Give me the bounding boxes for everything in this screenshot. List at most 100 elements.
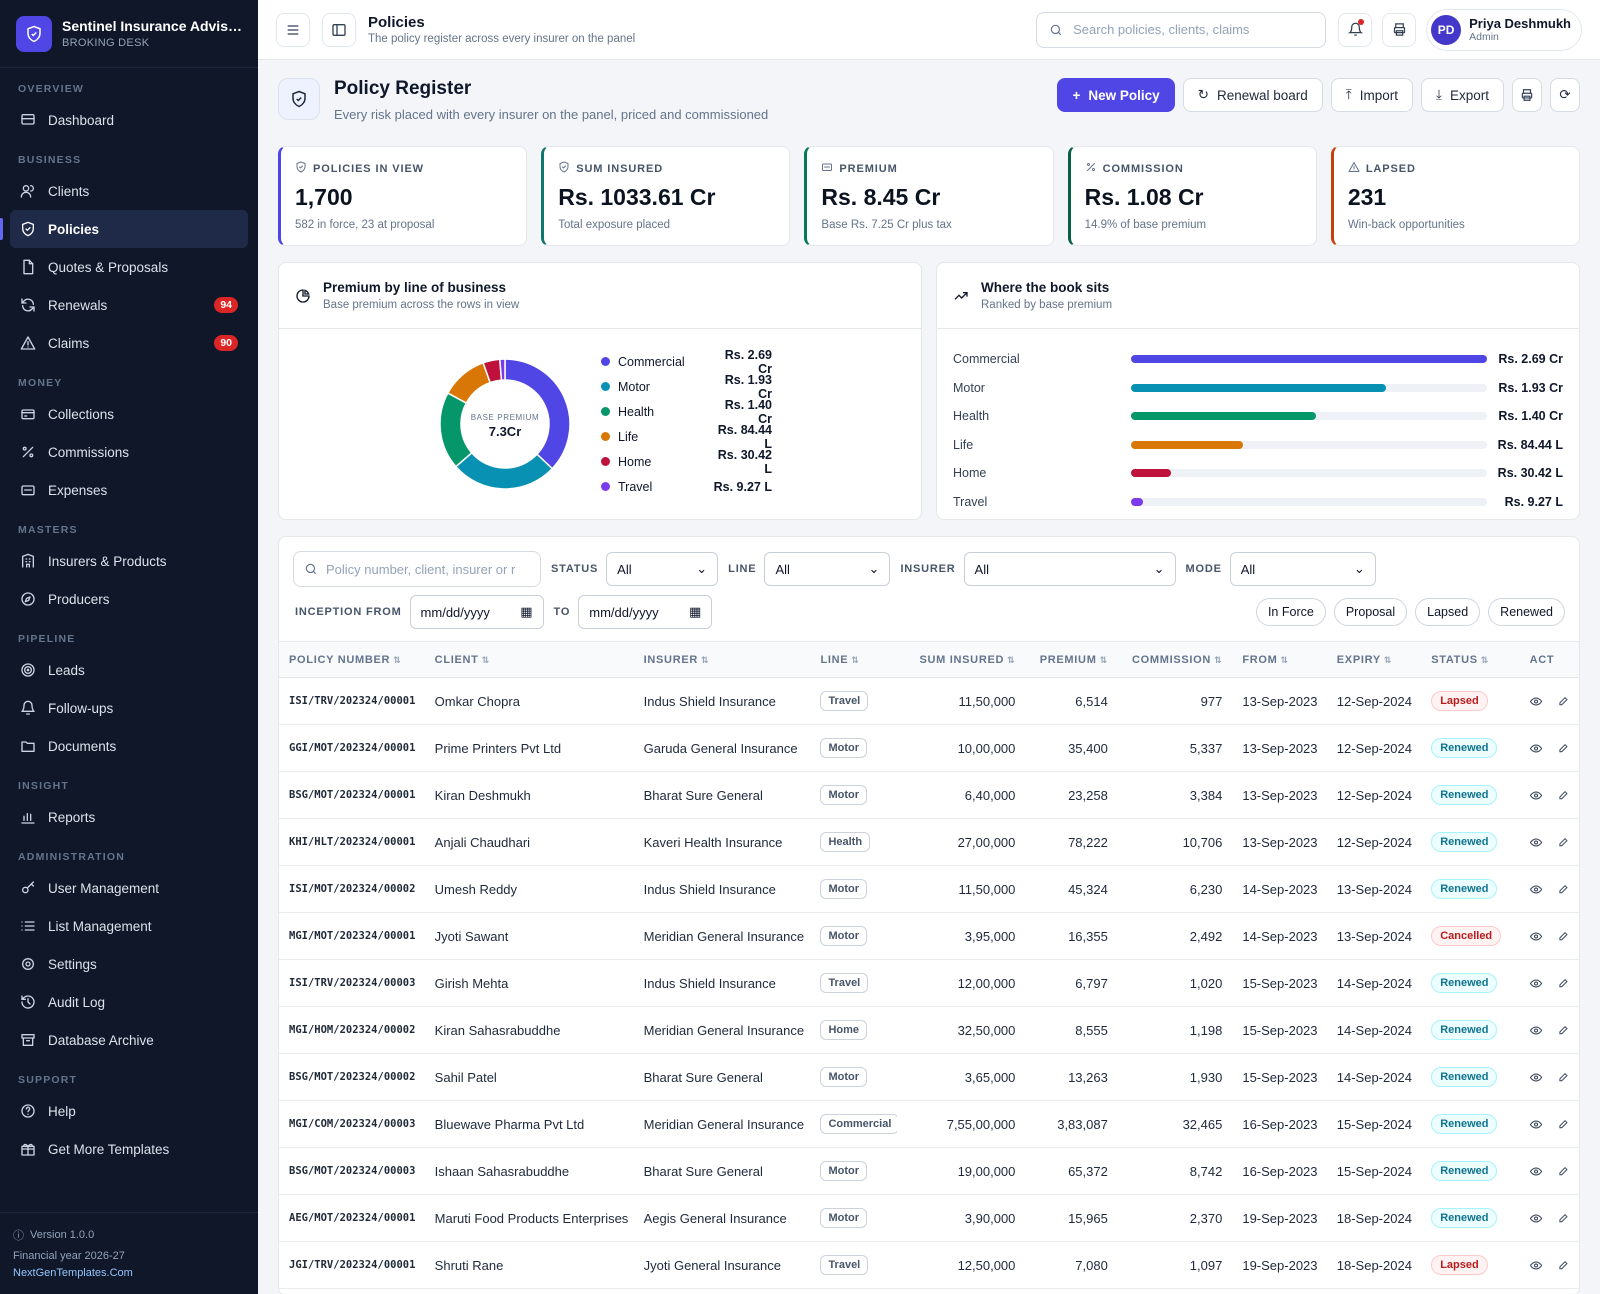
policy-number-cell[interactable]: BSG/MOT/202324/00002 xyxy=(279,1053,425,1101)
policy-number-cell[interactable]: KHI/HLT/202324/00001 xyxy=(279,818,425,866)
column-header[interactable]: EXPIRY ⇅ xyxy=(1326,641,1422,678)
brand[interactable]: Sentinel Insurance Advisor... BROKING DE… xyxy=(0,0,258,68)
export-button[interactable]: ⤓ Export xyxy=(1421,78,1504,112)
policy-number-cell[interactable]: BSG/MOT/202324/00003 xyxy=(279,1147,425,1195)
policy-number-cell[interactable]: MGI/MOT/202324/00001 xyxy=(279,912,425,960)
table-row[interactable]: MGI/HOM/202324/00002 Kiran Sahasrabuddhe M… xyxy=(279,1006,1579,1054)
policy-number-cell[interactable]: BSG/MOT/202324/00001 xyxy=(279,771,425,819)
column-header[interactable]: SUM INSURED ⇅ xyxy=(896,641,1026,678)
policy-number-cell[interactable]: GGI/MOT/202324/00001 xyxy=(279,724,425,772)
sidebar-item-documents[interactable]: Documents xyxy=(10,727,248,765)
eye-icon[interactable] xyxy=(1529,694,1542,709)
column-header[interactable]: INSURER ⇅ xyxy=(633,641,811,678)
table-row[interactable]: KHI/HLT/202324/00001 Anjali Chaudhari Kave… xyxy=(279,818,1579,866)
status-select[interactable]: All ⌄ xyxy=(606,552,719,586)
edit-icon[interactable] xyxy=(1558,694,1569,708)
filter-chip-in-force[interactable]: In Force xyxy=(1255,598,1326,626)
sidebar-item-expenses[interactable]: Expenses xyxy=(10,471,248,509)
column-header[interactable]: PREMIUM ⇅ xyxy=(1025,641,1118,678)
table-row[interactable]: BSG/MOT/202324/00003 Ishaan Sahasrabuddhe… xyxy=(279,1147,1579,1195)
sidebar-item-database-archive[interactable]: Database Archive xyxy=(10,1021,248,1059)
sidebar-item-quotes-proposals[interactable]: Quotes & Proposals xyxy=(10,248,248,286)
edit-icon[interactable] xyxy=(1558,1023,1569,1037)
sidebar-item-help[interactable]: Help xyxy=(10,1092,248,1130)
policy-number-cell[interactable]: ISI/TRV/202324/00003 xyxy=(279,959,425,1007)
column-header[interactable]: COMMISSION ⇅ xyxy=(1117,641,1233,678)
donut-slice-life[interactable] xyxy=(446,361,492,405)
column-header[interactable]: LINE ⇅ xyxy=(810,641,897,678)
reload-button[interactable]: ⟳ xyxy=(1550,78,1580,112)
filter-chip-renewed[interactable]: Renewed xyxy=(1488,598,1565,626)
print-button[interactable] xyxy=(1382,12,1417,47)
notifications-button[interactable] xyxy=(1338,12,1373,47)
edit-icon[interactable] xyxy=(1558,976,1569,990)
eye-icon[interactable] xyxy=(1529,1117,1542,1132)
eye-icon[interactable] xyxy=(1529,788,1542,803)
edit-icon[interactable] xyxy=(1558,741,1569,755)
edit-icon[interactable] xyxy=(1558,835,1569,849)
sidebar-item-leads[interactable]: Leads xyxy=(10,651,248,689)
filter-chip-lapsed[interactable]: Lapsed xyxy=(1415,598,1481,626)
sidebar-item-user-management[interactable]: User Management xyxy=(10,869,248,907)
policy-number-cell[interactable]: ISI/TRV/202324/00001 xyxy=(279,677,425,725)
sidebar-item-renewals[interactable]: Renewals 94 xyxy=(10,286,248,324)
table-row[interactable]: GGI/MOT/202324/00001 Prime Printers Pvt L… xyxy=(279,724,1579,772)
sidebar-item-policies[interactable]: Policies xyxy=(0,210,248,248)
table-row[interactable]: BSG/MOT/202324/00001 Kiran Deshmukh Bharat… xyxy=(279,771,1579,819)
edit-icon[interactable] xyxy=(1558,788,1569,802)
insurer-select[interactable]: All ⌄ xyxy=(963,552,1176,586)
eye-icon[interactable] xyxy=(1529,1023,1542,1038)
policy-number-cell[interactable]: AEG/MOT/202324/00001 xyxy=(279,1194,425,1242)
column-header[interactable]: CLIENT ⇅ xyxy=(424,641,634,678)
edit-icon[interactable] xyxy=(1558,1117,1569,1131)
toggle-sidebar-button[interactable] xyxy=(322,12,356,47)
eye-icon[interactable] xyxy=(1529,1258,1542,1273)
sidebar-item-collections[interactable]: Collections xyxy=(10,395,248,433)
column-header[interactable]: STATUS ⇅ xyxy=(1421,641,1520,678)
sidebar-item-follow-ups[interactable]: Follow-ups xyxy=(10,689,248,727)
column-header[interactable]: POLICY NUMBER ⇅ xyxy=(279,641,425,678)
line-select[interactable]: All ⌄ xyxy=(764,552,891,586)
edit-icon[interactable] xyxy=(1558,1211,1569,1225)
eye-icon[interactable] xyxy=(1529,929,1542,944)
templates-link[interactable]: NextGenTemplates.Com xyxy=(13,1267,133,1279)
eye-icon[interactable] xyxy=(1529,882,1542,897)
sidebar-item-insurers-products[interactable]: Insurers & Products xyxy=(10,542,248,580)
menu-button[interactable] xyxy=(276,12,310,47)
table-row[interactable]: BSG/MOT/202324/00002 Sahil Patel Bharat Su… xyxy=(279,1053,1579,1101)
eye-icon[interactable] xyxy=(1529,976,1542,991)
import-button[interactable]: ⤒ Import xyxy=(1330,78,1413,112)
donut-slice-motor[interactable] xyxy=(454,451,554,490)
column-header[interactable]: ACT xyxy=(1519,641,1579,678)
filter-chip-proposal[interactable]: Proposal xyxy=(1333,598,1408,626)
sidebar-item-claims[interactable]: Claims 90 xyxy=(10,324,248,362)
date-to-input[interactable]: mm/dd/yyyy ▦ xyxy=(578,595,713,629)
sidebar-item-clients[interactable]: Clients xyxy=(10,172,248,210)
policy-number-cell[interactable]: MGI/COM/202324/00003 xyxy=(279,1100,425,1148)
policy-number-cell[interactable]: JGI/TRV/202324/00001 xyxy=(279,1241,425,1289)
sidebar-item-producers[interactable]: Producers xyxy=(10,580,248,618)
sidebar-item-settings[interactable]: Settings xyxy=(10,945,248,983)
eye-icon[interactable] xyxy=(1529,741,1542,756)
eye-icon[interactable] xyxy=(1529,1070,1542,1085)
renewal-board-button[interactable]: ↻ Renewal board xyxy=(1182,78,1323,112)
table-row[interactable]: ISI/TRV/202324/00001 Omkar Chopra Indus Sh… xyxy=(279,677,1579,725)
edit-icon[interactable] xyxy=(1558,1164,1569,1178)
global-search-input[interactable]: Search policies, clients, claims xyxy=(1036,11,1327,48)
sidebar-item-commissions[interactable]: Commissions xyxy=(10,433,248,471)
sidebar-item-dashboard[interactable]: Dashboard xyxy=(10,101,248,139)
table-row[interactable]: AEG/MOT/202324/00001 Maruti Food Products… xyxy=(279,1194,1579,1242)
sidebar-item-list-management[interactable]: List Management xyxy=(10,907,248,945)
policy-search-input[interactable]: Policy number, client, insurer or r xyxy=(293,551,541,587)
edit-icon[interactable] xyxy=(1558,882,1569,896)
policy-number-cell[interactable]: ISI/MOT/202324/00002 xyxy=(279,865,425,913)
edit-icon[interactable] xyxy=(1558,1070,1569,1084)
edit-icon[interactable] xyxy=(1558,929,1569,943)
table-row[interactable]: ISI/TRV/202324/00003 Girish Mehta Indus Sh… xyxy=(279,959,1579,1007)
sidebar-item-reports[interactable]: Reports xyxy=(10,798,248,836)
column-header[interactable]: FROM ⇅ xyxy=(1232,641,1327,678)
mode-select[interactable]: All ⌄ xyxy=(1229,552,1376,586)
edit-icon[interactable] xyxy=(1558,1258,1569,1272)
donut-slice-travel[interactable] xyxy=(498,358,506,381)
table-row[interactable]: MGI/COM/202324/00003 Bluewave Pharma Pvt … xyxy=(279,1100,1579,1148)
